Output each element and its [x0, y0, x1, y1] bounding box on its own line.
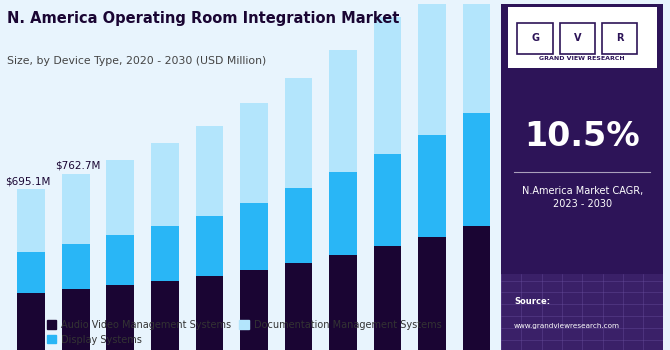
- Bar: [285, 188, 312, 263]
- FancyBboxPatch shape: [559, 22, 595, 54]
- Text: V: V: [574, 33, 581, 43]
- Bar: [151, 143, 179, 226]
- Bar: [62, 174, 90, 244]
- Bar: [107, 160, 134, 235]
- Bar: [151, 281, 179, 350]
- Bar: [107, 235, 134, 285]
- Bar: [285, 78, 312, 188]
- Bar: [107, 285, 134, 350]
- Bar: [463, 0, 490, 113]
- Bar: [62, 289, 90, 350]
- FancyBboxPatch shape: [501, 274, 663, 350]
- Bar: [374, 154, 401, 246]
- Bar: [17, 252, 45, 293]
- Bar: [240, 203, 268, 270]
- Text: G: G: [531, 33, 539, 43]
- Text: Size, by Device Type, 2020 - 2030 (USD Million): Size, by Device Type, 2020 - 2030 (USD M…: [7, 56, 266, 66]
- Text: 10.5%: 10.5%: [525, 120, 640, 153]
- Text: R: R: [616, 33, 623, 43]
- Text: N.America Market CAGR,
2023 - 2030: N.America Market CAGR, 2023 - 2030: [522, 186, 643, 209]
- Text: GRAND VIEW RESEARCH: GRAND VIEW RESEARCH: [539, 56, 625, 62]
- Bar: [151, 226, 179, 281]
- Bar: [418, 237, 446, 350]
- Bar: [285, 263, 312, 350]
- Text: www.grandviewresearch.com: www.grandviewresearch.com: [514, 323, 620, 329]
- Bar: [418, 135, 446, 237]
- FancyBboxPatch shape: [517, 22, 553, 54]
- Bar: [62, 244, 90, 289]
- Bar: [196, 216, 223, 276]
- Legend: Audio Video Management Systems, Display Systems, Documentation Management System: Audio Video Management Systems, Display …: [43, 316, 446, 349]
- Bar: [374, 18, 401, 154]
- Bar: [463, 113, 490, 226]
- Bar: [240, 270, 268, 350]
- Bar: [196, 276, 223, 350]
- Bar: [418, 0, 446, 135]
- Bar: [17, 189, 45, 252]
- Text: $762.7M: $762.7M: [56, 161, 100, 171]
- Bar: [329, 50, 357, 172]
- Bar: [329, 172, 357, 255]
- Bar: [196, 126, 223, 216]
- Text: Source:: Source:: [514, 297, 550, 306]
- Bar: [463, 226, 490, 350]
- Bar: [374, 246, 401, 350]
- Text: N. America Operating Room Integration Market: N. America Operating Room Integration Ma…: [7, 10, 399, 26]
- FancyBboxPatch shape: [602, 22, 637, 54]
- Bar: [240, 103, 268, 203]
- FancyBboxPatch shape: [508, 7, 657, 68]
- Bar: [329, 255, 357, 350]
- Text: $695.1M: $695.1M: [5, 177, 50, 187]
- Bar: [17, 293, 45, 350]
